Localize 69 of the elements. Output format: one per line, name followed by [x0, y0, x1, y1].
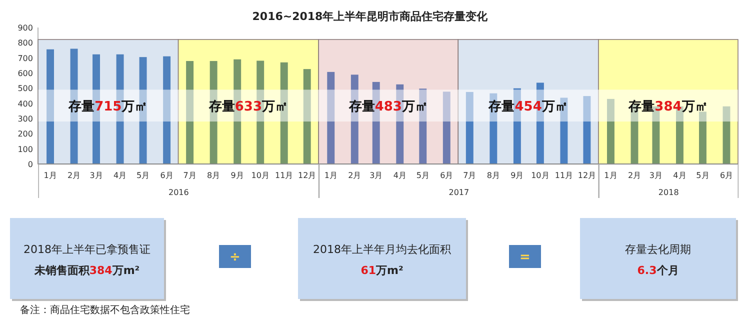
x-tick-label: 1月 [604, 171, 618, 180]
bar [466, 92, 474, 164]
band-label: 存量483万㎡ [348, 100, 428, 115]
y-tick-label: 800 [18, 38, 33, 48]
text: 2018年上半年已拿预售证 [24, 243, 150, 256]
x-tick-label: 1月 [324, 171, 338, 180]
x-tick-label: 6月 [720, 171, 734, 180]
x-tick-label: 9月 [510, 171, 524, 180]
bar [606, 98, 614, 164]
y-tick-label: 200 [18, 130, 33, 139]
bar [699, 112, 706, 164]
band-label: 存量633万㎡ [208, 100, 288, 115]
chart-title: 2016~2018年上半年昆明市商品住宅存量变化 [252, 10, 489, 23]
bar [722, 106, 730, 164]
bar [583, 96, 591, 164]
bar [186, 61, 194, 164]
text: = [520, 250, 530, 265]
text: 备注：商品住宅数据不包含政策性住宅 [20, 304, 190, 316]
text: 61万m² [360, 264, 404, 277]
y-tick-label: 500 [18, 84, 33, 94]
x-tick-label: 1月 [44, 171, 57, 180]
band-label: 存量384万㎡ [628, 100, 708, 115]
x-tick-label: 6月 [440, 171, 454, 180]
x-tick-label: 3月 [649, 171, 663, 180]
text: 6.3个月 [637, 264, 679, 277]
bar [46, 49, 54, 164]
bar [327, 72, 335, 164]
x-tick-label: 2月 [628, 171, 642, 180]
x-tick-label: 10月 [531, 171, 550, 180]
y-tick-label: 300 [18, 114, 33, 124]
x-tick-label: 2月 [67, 171, 81, 180]
y-tick-label: 100 [18, 144, 33, 154]
text: 2017 [448, 188, 470, 197]
y-tick-label: 900 [18, 24, 33, 32]
y-tick-label: 400 [18, 99, 33, 108]
x-tick-label: 3月 [370, 171, 383, 180]
bar [163, 56, 171, 164]
x-tick-label: 3月 [90, 171, 103, 180]
band-label: 存量715万㎡ [68, 100, 148, 115]
x-tick-label: 4月 [393, 171, 406, 180]
text: 2018年上半年月均去化面积 [313, 243, 451, 256]
x-tick-label: 8月 [486, 171, 500, 180]
x-tick-label: 10月 [251, 171, 270, 180]
x-tick-label: 2月 [348, 171, 362, 180]
band-label: 存量454万㎡ [488, 100, 568, 115]
bar [442, 92, 450, 164]
bar [303, 69, 311, 164]
x-tick-label: 5月 [416, 171, 430, 180]
text: 存量去化周期 [625, 243, 691, 256]
y-tick-label: 700 [18, 54, 33, 63]
x-tick-label: 11月 [554, 171, 574, 180]
x-tick-label: 4月 [673, 171, 686, 180]
x-tick-label: 8月 [207, 171, 220, 180]
x-tick-label: 5月 [136, 171, 150, 180]
x-tick-label: 4月 [113, 171, 127, 180]
y-tick-label: 0 [28, 160, 33, 169]
x-tick-label: 12月 [578, 171, 596, 180]
x-tick-label: 9月 [230, 171, 244, 180]
x-tick-label: 7月 [463, 171, 476, 180]
text: 2018 [658, 188, 679, 197]
y-tick-label: 600 [18, 69, 33, 78]
x-tick-label: 6月 [160, 171, 174, 180]
x-tick-label: 5月 [696, 171, 710, 180]
text: 2016 [168, 188, 189, 197]
x-tick-label: 12月 [298, 171, 316, 180]
x-tick-label: 7月 [183, 171, 196, 180]
text: 未销售面积384万m² [33, 264, 140, 277]
text: ÷ [230, 250, 240, 265]
x-tick-label: 11月 [275, 171, 294, 180]
